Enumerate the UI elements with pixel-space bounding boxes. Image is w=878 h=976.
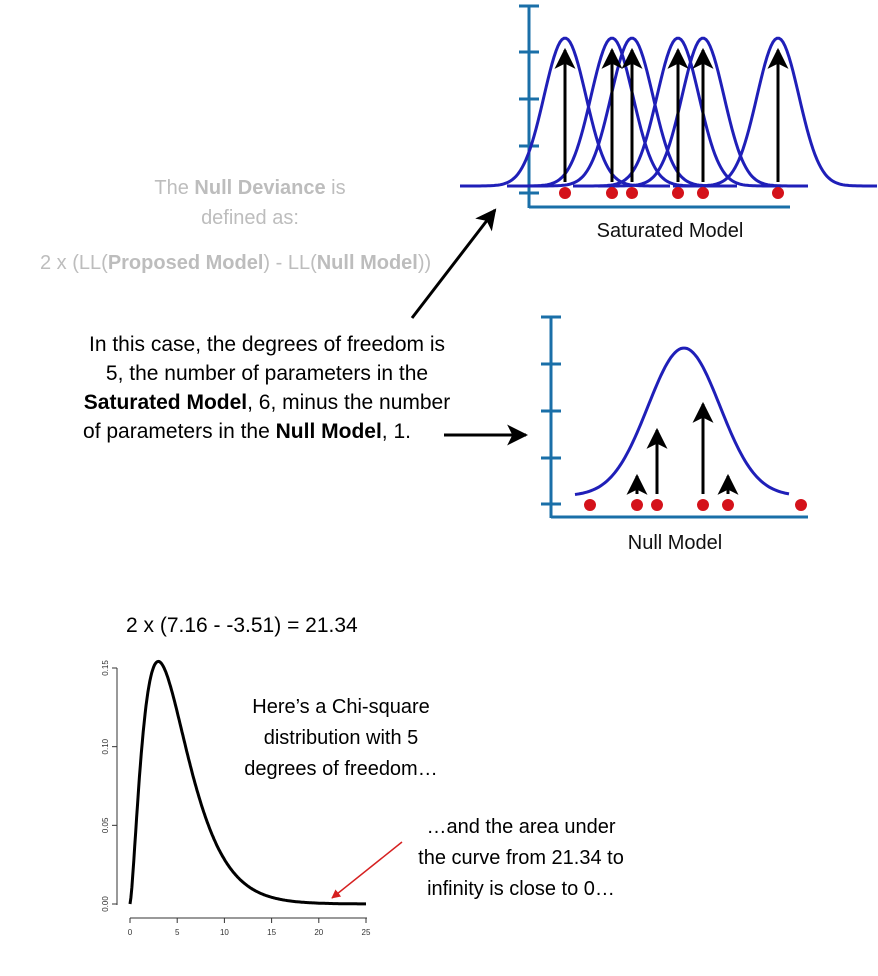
chi-x-tick-label-4: 20 [314, 928, 323, 937]
chi-y-tick-label-0: 0.00 [101, 896, 110, 912]
chi-y-ticks: 0.00 0.05 0.10 0.15 [101, 660, 117, 912]
saturated-point-1 [559, 187, 571, 199]
explanation-line-3: Saturated Model, 6, minus the number [83, 391, 451, 414]
explanation-line-1: In this case, the degrees of freedom is [88, 333, 446, 356]
saturated-curves [460, 36, 877, 188]
null-points [584, 499, 807, 511]
saturated-point-5 [697, 187, 709, 199]
chi-y-tick-label-3: 0.15 [101, 660, 110, 676]
null-curve [574, 346, 790, 496]
chi-square-note: Here’s a Chi-square distribution with 5 … [244, 696, 438, 780]
saturated-point-2 [606, 187, 618, 199]
chi-x-tick-label-5: 25 [362, 928, 371, 937]
chi-x-tick-label-2: 10 [220, 928, 229, 937]
null-point-4 [697, 499, 709, 511]
degrees-of-freedom-explanation: In this case, the degrees of freedom is … [52, 330, 482, 446]
explanation-line-2: 5, the number of parameters in the [105, 362, 429, 385]
chi-y-tick-label-1: 0.05 [101, 817, 110, 833]
saturated-curve-5 [598, 36, 808, 188]
saturated-model-label: Saturated Model [596, 220, 744, 242]
saturated-point-6 [772, 187, 784, 199]
chi-square-chart: 0.00 0.05 0.10 0.15 0 5 10 15 20 25 [101, 659, 403, 937]
chi-x-ticks: 0 5 10 15 20 25 [128, 918, 371, 937]
null-deviance-formula: 2 x (LL(Proposed Model) - LL(Null Model)… [40, 252, 432, 274]
pointer-to-saturated-arrow [410, 208, 497, 319]
null-arrows [626, 401, 739, 495]
saturated-curve-6 [673, 36, 877, 188]
saturated-arrows [554, 47, 789, 182]
null-model-diagram [541, 315, 808, 519]
explanation-line-4: of parameters in the Null Model, 1. [83, 420, 411, 443]
definition-line-2: defined as: [201, 207, 299, 229]
null-point-2 [631, 499, 643, 511]
null-point-6 [795, 499, 807, 511]
chi-x-tick-label-0: 0 [128, 928, 133, 937]
saturated-y-axis [519, 4, 539, 208]
saturated-model-diagram [460, 4, 877, 209]
chi-x-tick-label-3: 15 [267, 928, 276, 937]
area-pointer-arrow [331, 841, 403, 899]
saturated-point-3 [626, 187, 638, 199]
chi-y-tick-label-2: 0.10 [101, 738, 110, 754]
saturated-point-4 [672, 187, 684, 199]
area-under-curve-note: …and the area under the curve from 21.34… [418, 816, 624, 900]
null-y-axis [541, 315, 561, 518]
null-point-1 [584, 499, 596, 511]
saturated-points [559, 187, 784, 199]
chi-x-tick-label-1: 5 [175, 928, 180, 937]
definition-line-1: The Null Deviance is [154, 177, 346, 199]
null-point-5 [722, 499, 734, 511]
null-model-label: Null Model [627, 532, 723, 554]
calculation-text: 2 x (7.16 - -3.51) = 21.34 [126, 614, 358, 637]
chi-square-curve [128, 659, 366, 906]
null-deviance-definition: The Null Deviance is defined as: [60, 173, 440, 233]
null-point-3 [651, 499, 663, 511]
